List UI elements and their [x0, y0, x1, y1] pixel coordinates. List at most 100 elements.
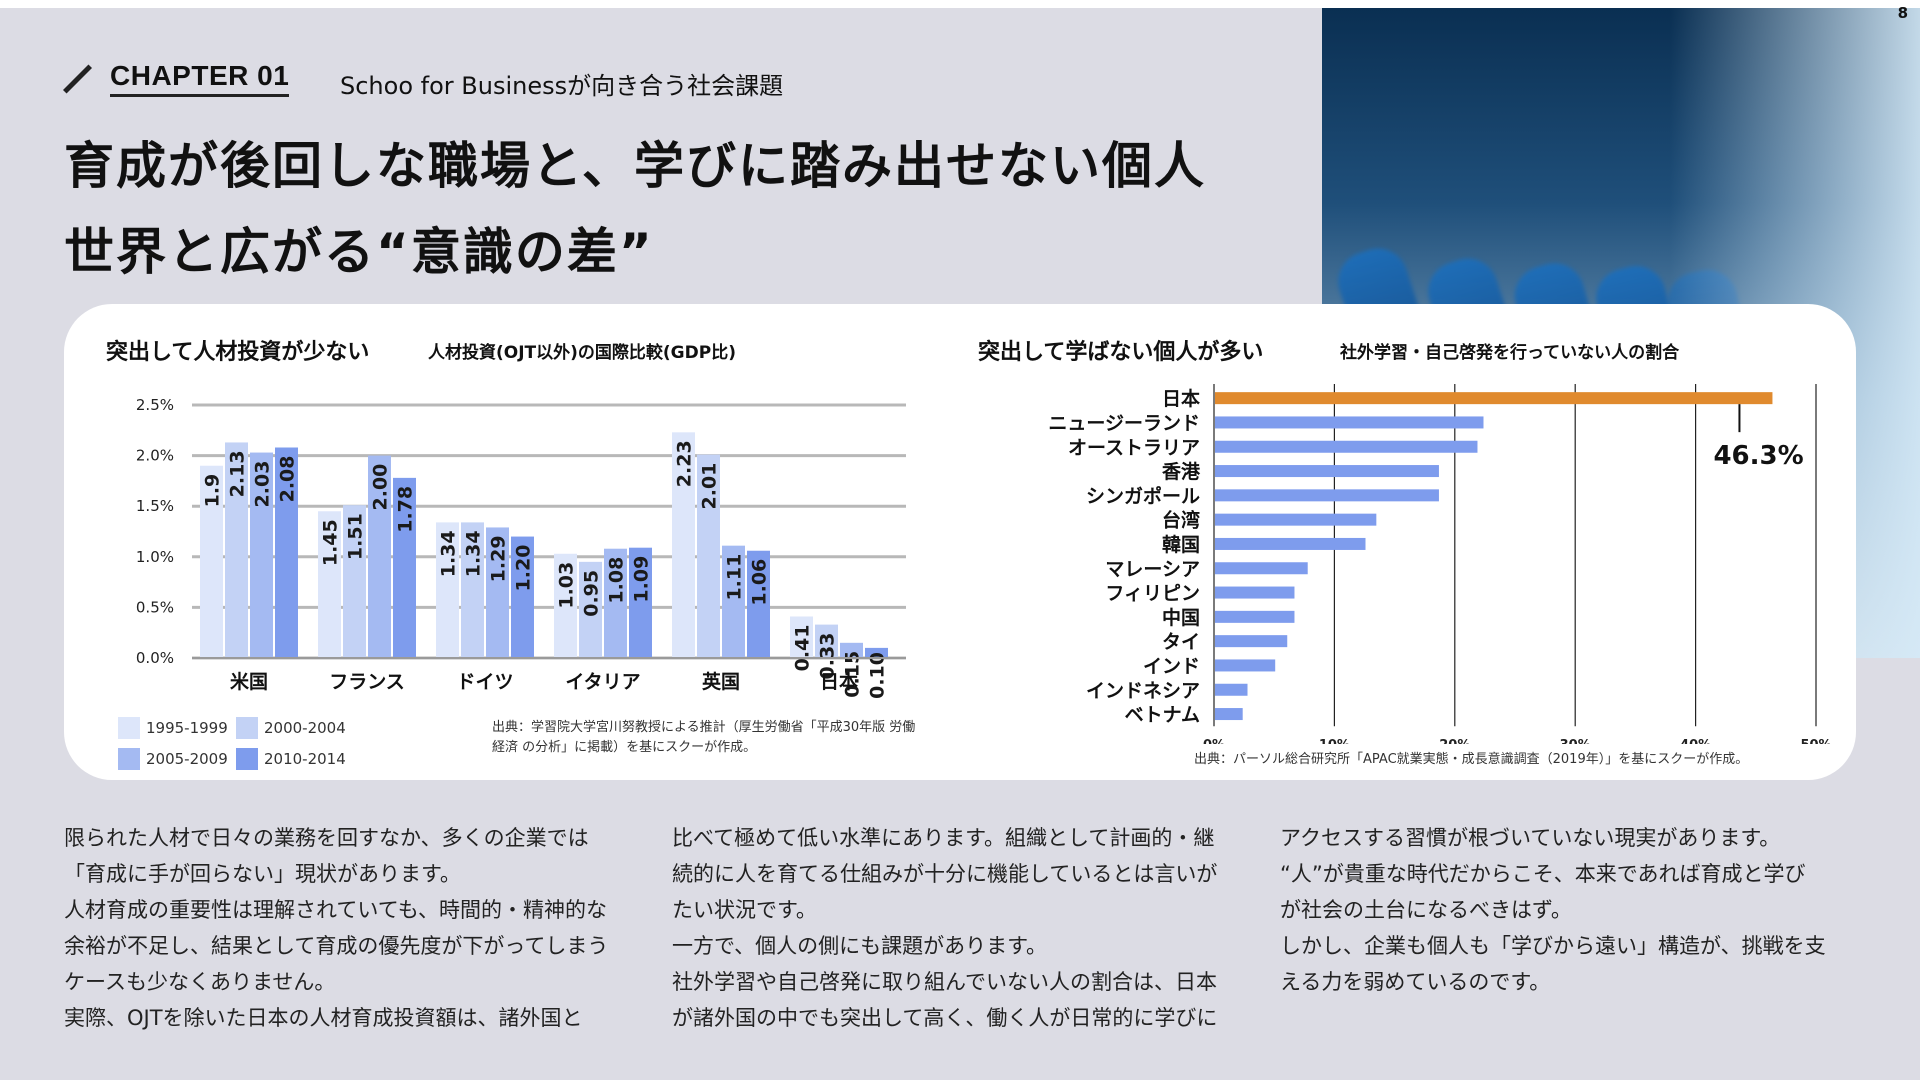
bar [1215, 635, 1288, 648]
right-chart-source: 出典：パーソル総合研究所「APAC就業実態・成長意識調査（2019年）」を基にス… [1194, 752, 1749, 767]
x-tick-label: 50% [1800, 738, 1831, 744]
y-category-label: マレーシア [1105, 558, 1200, 580]
x-category-label: 米国 [230, 670, 268, 693]
bar [343, 505, 366, 658]
x-tick-label: 20% [1439, 738, 1470, 744]
chapter-heading: CHAPTER 01 [62, 60, 290, 97]
bar-value-label: 2.00 [370, 464, 392, 511]
bar-value-label: 0.95 [581, 570, 603, 617]
chart-card: 突出して人材投資が少ない 人材投資(OJT以外)の国際比較(GDP比) 0.0%… [64, 304, 1856, 780]
y-category-label: インド [1143, 655, 1200, 677]
highlight-value-label: 46.3% [1713, 441, 1803, 471]
bar [250, 452, 273, 658]
source-line: 経済 の分析」に掲載）を基にスクーが作成。 [492, 740, 757, 755]
bar [604, 548, 627, 658]
bar-value-label: 1.08 [606, 557, 628, 604]
bar-value-label: 1.34 [438, 530, 460, 577]
bar [1215, 708, 1243, 721]
bar [393, 477, 416, 658]
bar [511, 536, 534, 658]
slash-icon [62, 64, 92, 94]
bar [697, 454, 720, 658]
bar [1215, 659, 1276, 672]
y-tick-label: 2.5% [136, 396, 174, 414]
bar [722, 545, 745, 658]
bar [1215, 562, 1308, 575]
bar-value-label: 2.03 [252, 461, 274, 508]
body-column-2: 比べて極めて低い水準にあります。組織として計画的・継 続的に人を育てる仕組みが十… [672, 826, 1218, 1030]
y-category-label: 韓国 [1162, 533, 1200, 556]
x-tick-label: 0% [1203, 738, 1225, 744]
bar [672, 432, 695, 658]
x-tick-label: 10% [1319, 738, 1350, 744]
bar [1215, 586, 1295, 599]
bar [1215, 440, 1478, 453]
right-chart-title: 突出して学ばない個人が多い [978, 340, 1264, 365]
bar [554, 553, 577, 658]
bar [865, 647, 888, 658]
bar [1215, 610, 1295, 623]
bar-value-label: 0.41 [792, 625, 814, 672]
x-category-label: ドイツ [456, 671, 513, 693]
body-column-1: 限られた人材で日々の業務を回すなか、多くの企業では 「育成に手が回らない」現状が… [64, 826, 609, 1030]
bar [1215, 489, 1439, 502]
x-tick-label: 30% [1560, 738, 1591, 744]
bar [1215, 465, 1439, 478]
bar [840, 642, 863, 658]
y-tick-label: 2.0% [136, 447, 174, 465]
bar [318, 511, 341, 658]
bar-value-label: 2.23 [674, 440, 696, 487]
y-category-label: 香港 [1161, 461, 1201, 483]
x-category-label: イタリア [565, 671, 640, 693]
bar-value-label: 1.11 [724, 554, 746, 601]
bar-value-label: 1.45 [320, 519, 342, 566]
bar-value-label: 2.13 [227, 450, 249, 497]
y-category-label: 台湾 [1162, 509, 1200, 532]
legend-item: 2005-2009 [118, 748, 228, 770]
bar [368, 455, 391, 658]
bar-value-label: 1.34 [463, 530, 485, 577]
y-category-label: 中国 [1162, 606, 1200, 629]
bar-value-label: 1.20 [513, 545, 535, 592]
y-category-label: オーストラリア [1068, 437, 1200, 459]
left-chart-subtitle: 人材投資(OJT以外)の国際比較(GDP比) [428, 343, 736, 363]
y-tick-label: 0.5% [136, 598, 174, 616]
bar [486, 527, 509, 658]
x-category-label: 日本 [820, 670, 858, 693]
bar [200, 465, 223, 658]
chapter-label: CHAPTER 01 [110, 60, 290, 97]
chapter-subtitle: Schoo for Businessが向き合う社会課題 [340, 72, 784, 100]
bar [815, 624, 838, 658]
bar-value-label: 1.06 [749, 559, 771, 606]
no-learning-bar-chart: 0% 10% 20% 30% 40% 50% 日本 46.3% ニュージーランドオーストラリア香… [1048, 384, 1832, 744]
left-chart-source: 出典：学習院大学宮川努教授による推計（厚生労働省「平成30年版 労働 経済 の分… [492, 718, 915, 758]
page-number: 8 [1897, 4, 1908, 22]
legend-item: 2010-2014 [236, 748, 346, 770]
y-tick-label: 1.0% [136, 548, 174, 566]
bar-value-label: 1.9 [202, 474, 224, 508]
headline-line-1: 育成が後回しな職場と、学びに踏み出せない個人 [64, 137, 1206, 195]
y-tick-label: 0.0% [136, 649, 174, 667]
body-column-3: アクセスする習慣が根づいていない現実があります。 “人”が貴重な時代だからこそ、… [1280, 826, 1826, 994]
x-category-label: フランス [329, 671, 405, 693]
y-category-label: ベトナム [1125, 704, 1200, 726]
bar-value-label: 0.10 [867, 652, 889, 699]
bar [790, 616, 813, 658]
legend-item: 2000-2004 [236, 717, 346, 739]
right-chart-subtitle: 社外学習・自己啓発を行っていない人の割合 [1340, 343, 1680, 363]
bar [747, 550, 770, 658]
y-category-label: 日本 [1162, 387, 1200, 410]
bar [1215, 392, 1773, 405]
bar-value-label: 0.15 [842, 651, 864, 698]
bar [436, 522, 459, 658]
headline-line-2: 世界と広がる“意識の差” [64, 223, 654, 281]
y-category-label: ニュージーランド [1048, 412, 1200, 434]
bar-value-label: 2.08 [277, 456, 299, 503]
bar-value-label: 1.78 [395, 486, 417, 533]
y-category-label: シンガポール [1086, 484, 1200, 507]
bar-value-label: 1.09 [631, 556, 653, 603]
bar [1215, 416, 1484, 429]
x-tick-label: 40% [1680, 738, 1711, 744]
bar-value-label: 0.33 [817, 633, 839, 680]
y-category-label: インドネシア [1086, 680, 1200, 702]
